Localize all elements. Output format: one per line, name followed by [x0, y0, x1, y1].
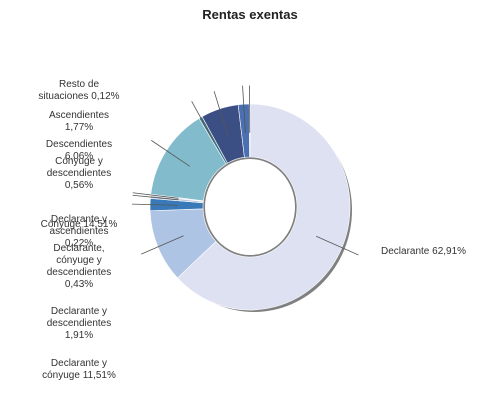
- slice-label: Declarante, cónyuge y descendientes 0,43%: [47, 243, 112, 290]
- leader-line: [132, 203, 179, 206]
- slice-label: Declarante y cónyuge 11,51%: [42, 358, 116, 381]
- slice-label: Declarante y descendientes 1,91%: [47, 306, 112, 341]
- slice-label: Resto de situaciones 0,12%: [38, 79, 119, 102]
- slice-label: Descendientes 6,06%: [46, 139, 112, 162]
- slice-label: Cónyuge 14,51%: [41, 219, 118, 230]
- leader-line: [132, 192, 179, 199]
- leader-line: [151, 140, 191, 167]
- leader-line: [213, 91, 229, 137]
- leader-line: [141, 235, 184, 255]
- pie-slice: [177, 103, 351, 311]
- chart-title: Rentas exentas: [202, 7, 297, 22]
- slice-label: Declarante y ascendientes 0,22%: [50, 214, 109, 249]
- leader-line: [315, 235, 359, 256]
- leader-line: [191, 101, 215, 143]
- leader-line: [132, 194, 179, 201]
- leader-line: [242, 85, 246, 134]
- slice-label: Ascendientes 1,77%: [49, 110, 109, 133]
- slice-label: Cónyuge y descendientes 0,56%: [47, 156, 112, 191]
- slice-label: Declarante 62,91%: [381, 246, 466, 257]
- donut-hole: [205, 159, 295, 255]
